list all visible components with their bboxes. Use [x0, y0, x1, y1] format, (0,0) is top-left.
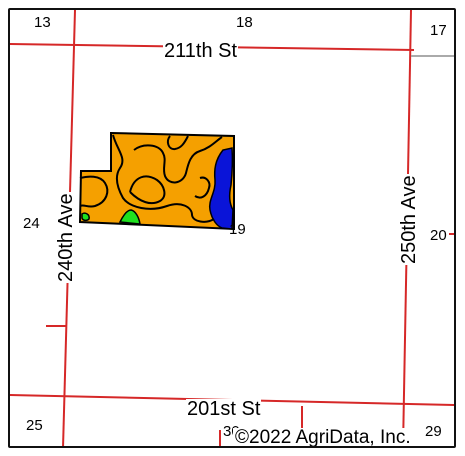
road-label-east: 250th Ave — [398, 174, 420, 265]
section-label-18: 18 — [236, 14, 253, 31]
road-label-south: 201st St — [186, 398, 262, 420]
map-frame: 13 18 17 24 19 20 25 30 29 211th St 201s… — [8, 8, 456, 448]
map-canvas — [10, 10, 454, 446]
road-label-west: 240th Ave — [55, 192, 77, 283]
section-label-24: 24 — [23, 215, 40, 232]
section-label-13: 13 — [34, 14, 51, 31]
soil-boundary — [129, 175, 166, 205]
soil-boundaries — [79, 134, 223, 223]
soil-boundary — [133, 136, 223, 184]
copyright-text: ©2022 AgriData, Inc. — [233, 427, 413, 448]
section-label-29: 29 — [425, 423, 442, 440]
soil-minor-area-2 — [81, 212, 90, 222]
soil-boundary — [79, 175, 109, 208]
soil-minor-area — [118, 209, 141, 225]
section-label-25: 25 — [26, 417, 43, 434]
soil-boundary — [166, 135, 189, 151]
field-parcel — [78, 131, 235, 231]
soil-boundary — [194, 176, 211, 199]
road-label-north: 211th St — [163, 40, 239, 62]
soil-water-area — [208, 147, 234, 230]
section-label-17: 17 — [430, 22, 447, 39]
soil-boundary — [112, 134, 215, 223]
section-label-20: 20 — [428, 227, 449, 244]
section-label-19: 19 — [229, 221, 246, 238]
